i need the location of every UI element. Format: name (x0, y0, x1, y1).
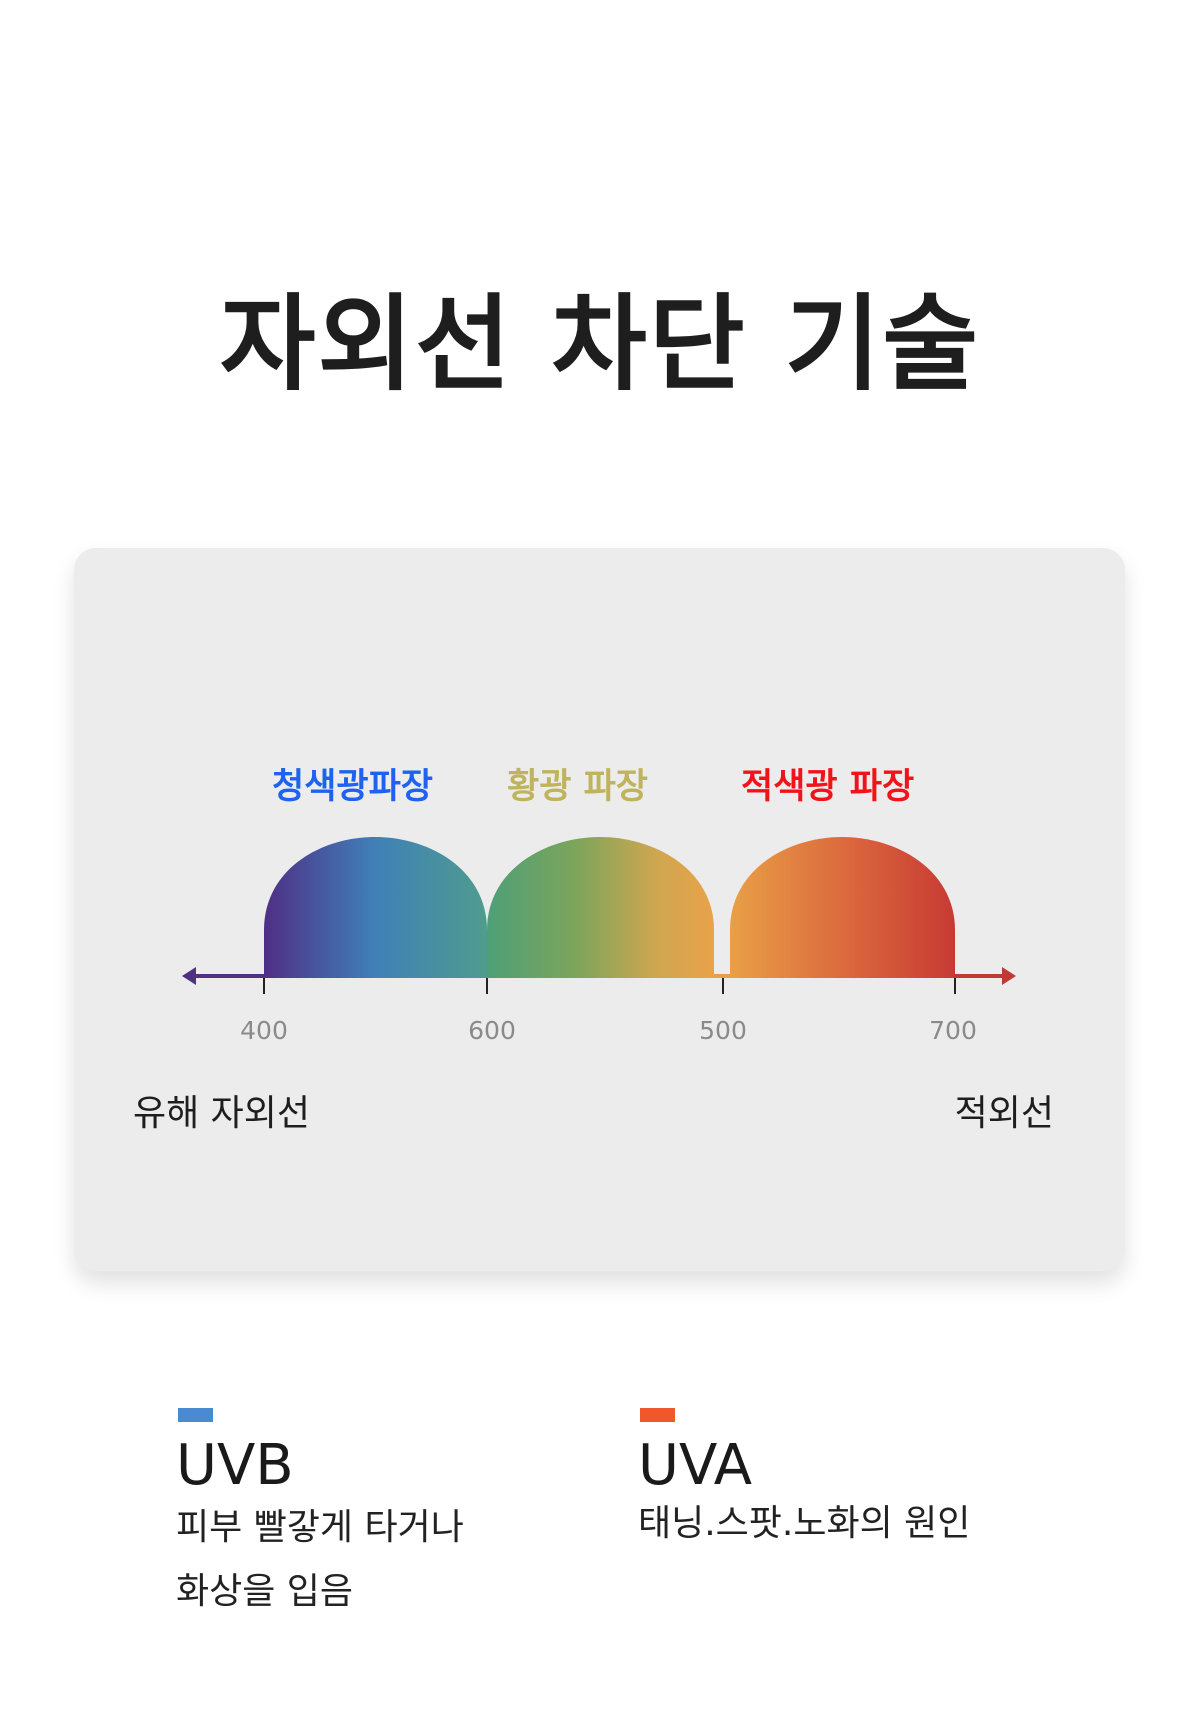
tick-label: 400 (240, 1016, 288, 1045)
uvb-description-line: 피부 빨갛게 타거나 (176, 1507, 464, 1548)
uva-swatch (640, 1408, 675, 1422)
uva-title: UVA (638, 1433, 753, 1498)
uvb-swatch (178, 1408, 213, 1422)
blue-light-label: 청색광파장 (272, 767, 434, 807)
tick-label: 500 (699, 1016, 747, 1045)
left-arrow-icon (182, 967, 196, 985)
uvb-description-line: 화상을 입음 (176, 1571, 354, 1612)
infrared-label: 적외선 (954, 1093, 1054, 1134)
page-title: 자외선 차단 기술 (219, 283, 981, 405)
tick-label: 700 (929, 1016, 977, 1045)
red-wave-dome (730, 837, 955, 978)
yellow-light-label: 황광 파장 (507, 767, 648, 807)
yellow-wave-dome (487, 837, 714, 978)
blue-wave-dome (264, 837, 487, 978)
right-arrow-icon (1002, 967, 1016, 985)
harmful-uv-label: 유해 자외선 (133, 1093, 311, 1134)
spectrum-diagram (182, 837, 1016, 994)
uva-description-line: 태닝.스팟.노화의 원인 (638, 1503, 971, 1544)
red-light-label: 적색광 파장 (741, 767, 915, 807)
uvb-title: UVB (176, 1433, 294, 1498)
tick-label: 600 (468, 1016, 516, 1045)
